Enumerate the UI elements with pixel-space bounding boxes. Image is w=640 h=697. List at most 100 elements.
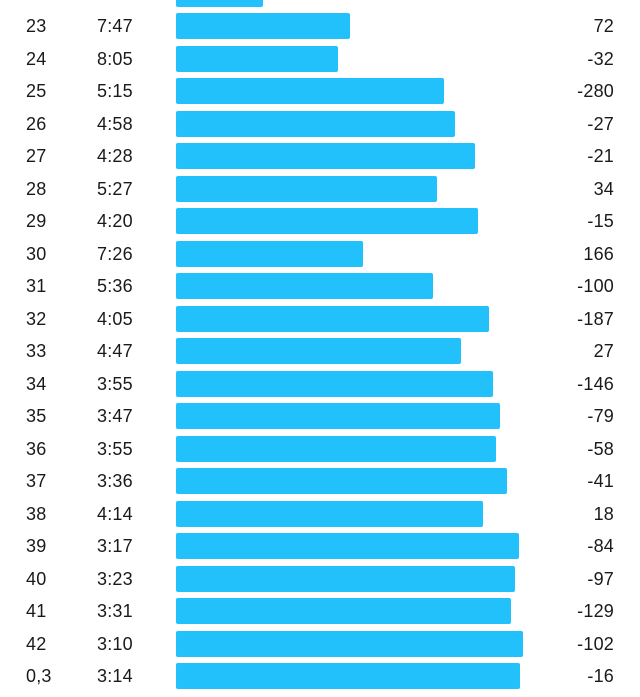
split-row: 27 4:28 -21	[0, 143, 640, 169]
split-km-label: 34	[26, 373, 47, 394]
pace-bar	[176, 598, 511, 624]
pace-bar	[176, 240, 363, 267]
pace-bar	[176, 468, 507, 494]
pace-bar	[176, 273, 433, 299]
split-row: 26 4:58 -27	[0, 110, 640, 137]
split-km-label: 38	[26, 503, 47, 524]
split-pace: 3:31	[97, 601, 133, 621]
split-elevation: -32	[587, 48, 614, 69]
split-row: 36 3:55 -58	[0, 435, 640, 462]
split-row: 40 3:23 -97	[0, 565, 640, 592]
split-pace: 4:20	[97, 211, 133, 231]
split-pace: 3:14	[97, 666, 133, 686]
split-km-label: 39	[26, 536, 47, 556]
split-row: 31 5:36 -100	[0, 273, 640, 299]
split-elevation: 34	[593, 178, 614, 199]
pace-bar	[176, 0, 263, 7]
pace-bar	[176, 78, 444, 104]
split-km-label: 29	[26, 211, 47, 231]
split-elevation: -187	[577, 308, 614, 329]
split-elevation: 72	[593, 16, 614, 36]
split-elevation: -84	[587, 536, 614, 556]
pace-bar	[176, 435, 496, 462]
pace-bar	[176, 630, 523, 657]
split-pace: 3:36	[97, 471, 133, 491]
split-pace: 7:26	[97, 243, 133, 264]
split-row: 0,3 3:14 -16	[0, 663, 640, 689]
split-pace: 3:47	[97, 406, 133, 426]
split-elevation: -280	[577, 81, 614, 101]
split-km-label: 31	[26, 276, 47, 296]
split-row: 24 8:05 -32	[0, 45, 640, 72]
pace-bar	[176, 565, 515, 592]
split-pace: 4:28	[97, 146, 133, 166]
split-pace: 5:36	[97, 276, 133, 296]
split-elevation: -16	[587, 666, 614, 686]
split-row: 34 3:55 -146	[0, 370, 640, 397]
split-km-label: 35	[26, 406, 47, 426]
pace-bar	[176, 305, 489, 332]
split-pace: 5:15	[97, 81, 133, 101]
split-km-label: 28	[26, 178, 47, 199]
split-elevation: -79	[587, 406, 614, 426]
split-row: 29 4:20 -15	[0, 208, 640, 234]
split-km-label: 26	[26, 113, 47, 134]
split-row: 30 7:26 166	[0, 240, 640, 267]
split-elevation: -102	[577, 633, 614, 654]
split-elevation: -58	[587, 438, 614, 459]
split-pace: 4:05	[97, 308, 133, 329]
split-km-label: 40	[26, 568, 47, 589]
pace-bar	[176, 663, 520, 689]
split-row: 37 3:36 -41	[0, 468, 640, 494]
split-elevation: -41	[587, 471, 614, 491]
split-km-label: 25	[26, 81, 47, 101]
split-pace: 7:47	[97, 16, 133, 36]
split-elevation: -97	[587, 568, 614, 589]
split-row: 38 4:14 18	[0, 500, 640, 527]
split-pace: 3:55	[97, 438, 133, 459]
split-km-label: 36	[26, 438, 47, 459]
pace-bar	[176, 13, 350, 39]
split-elevation: -15	[587, 211, 614, 231]
split-row: 32 4:05 -187	[0, 305, 640, 332]
split-pace: 4:47	[97, 341, 133, 361]
pace-bar	[176, 533, 519, 559]
split-pace: 4:58	[97, 113, 133, 134]
split-elevation: -100	[577, 276, 614, 296]
pace-bar	[176, 338, 461, 364]
split-km-label: 41	[26, 601, 47, 621]
split-pace: 3:10	[97, 633, 133, 654]
split-km-label: 23	[26, 16, 47, 36]
pace-bar	[176, 45, 338, 72]
split-row: 25 5:15 -280	[0, 78, 640, 104]
split-elevation: 27	[593, 341, 614, 361]
split-row: 39 3:17 -84	[0, 533, 640, 559]
split-row: 41 3:31 -129	[0, 598, 640, 624]
split-row: 35 3:47 -79	[0, 403, 640, 429]
split-pace: 8:05	[97, 48, 133, 69]
split-km-label: 37	[26, 471, 47, 491]
split-km-label: 32	[26, 308, 47, 329]
split-km-label: 30	[26, 243, 47, 264]
pace-bar	[176, 208, 478, 234]
split-elevation: -27	[587, 113, 614, 134]
pace-bar	[176, 403, 500, 429]
split-row: 28 5:27 34	[0, 175, 640, 202]
split-pace: 3:23	[97, 568, 133, 589]
pace-bar	[176, 370, 493, 397]
pace-bar	[176, 110, 455, 137]
pace-bar	[176, 175, 437, 202]
split-km-label: 33	[26, 341, 47, 361]
split-elevation: -129	[577, 601, 614, 621]
split-elevation: 166	[583, 243, 614, 264]
pace-bar	[176, 500, 483, 527]
split-row: 23 7:47 72	[0, 13, 640, 39]
split-elevation: 18	[593, 503, 614, 524]
split-elevation: -21	[587, 146, 614, 166]
split-row: 42 3:10 -102	[0, 630, 640, 657]
pace-bar	[176, 143, 475, 169]
split-pace: 4:14	[97, 503, 133, 524]
split-elevation: -146	[577, 373, 614, 394]
split-km-label: 27	[26, 146, 47, 166]
